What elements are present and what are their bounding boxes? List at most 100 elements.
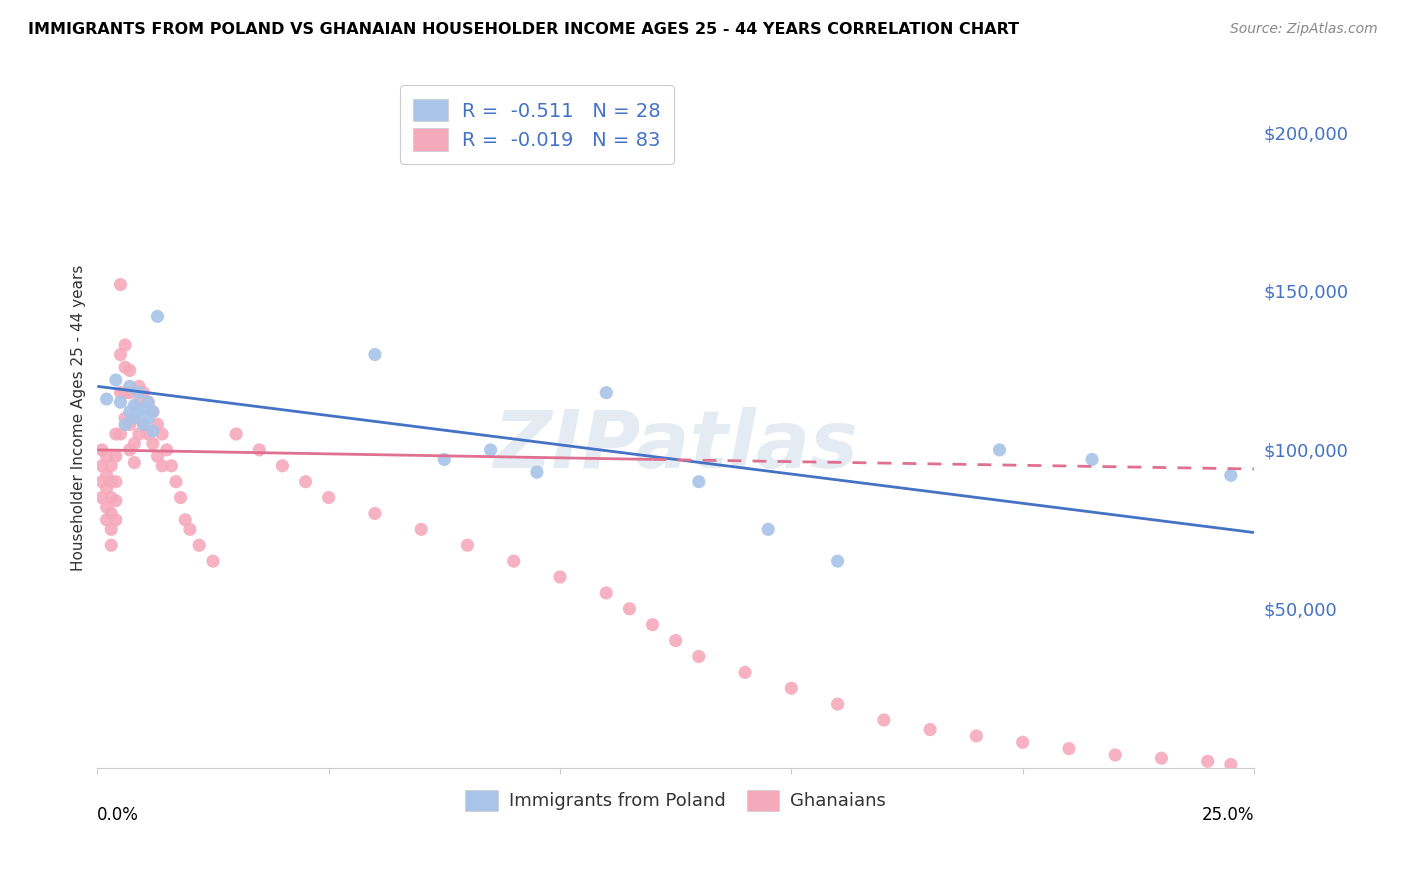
Point [150,458,173,473]
Point [780,681,803,696]
Point [271,458,294,473]
Text: ZIPatlas: ZIPatlas [494,407,858,485]
Point [1197,755,1219,769]
Point [118,405,141,419]
Point [665,633,688,648]
Point [202,554,225,568]
Point [104,449,127,463]
Point [118,417,141,432]
Point [114,411,136,425]
Point [526,465,548,479]
Point [91,442,114,457]
Point [124,411,146,425]
Point [548,570,571,584]
Point [118,442,141,457]
Point [91,475,114,489]
Point [318,491,340,505]
Point [1219,468,1241,483]
Point [160,458,183,473]
Point [146,310,169,324]
Point [225,427,247,442]
Text: 0.0%: 0.0% [97,806,139,824]
Point [118,385,141,400]
Point [124,436,146,450]
Text: 25.0%: 25.0% [1202,806,1254,824]
Point [110,385,132,400]
Point [920,723,942,737]
Point [146,417,169,432]
Point [142,424,165,438]
Point [150,427,173,442]
Point [136,427,159,442]
Point [128,395,150,409]
Point [641,617,664,632]
Legend: Immigrants from Poland, Ghanaians: Immigrants from Poland, Ghanaians [454,779,897,822]
Text: Source: ZipAtlas.com: Source: ZipAtlas.com [1230,22,1378,37]
Point [96,468,118,483]
Point [502,554,524,568]
Point [1219,757,1241,772]
Point [110,427,132,442]
Point [114,417,136,432]
Point [433,452,456,467]
Y-axis label: Householder Income Ages 25 - 44 years: Householder Income Ages 25 - 44 years [72,265,86,571]
Point [136,411,159,425]
Point [100,538,122,552]
Point [827,554,849,568]
Point [734,665,756,680]
Point [595,586,617,600]
Point [100,522,122,536]
Point [114,338,136,352]
Point [128,427,150,442]
Point [104,427,127,442]
Point [132,401,155,416]
Point [128,405,150,419]
Point [169,491,191,505]
Point [156,442,179,457]
Point [146,449,169,463]
Point [132,417,155,432]
Point [96,449,118,463]
Point [595,385,617,400]
Point [619,602,641,616]
Point [118,363,141,377]
Point [91,458,114,473]
Point [124,456,146,470]
Point [294,475,316,489]
Point [132,385,155,400]
Point [118,379,141,393]
Point [132,417,155,432]
Point [965,729,987,743]
Point [456,538,478,552]
Point [96,481,118,495]
Point [1104,747,1126,762]
Point [136,395,159,409]
Point [104,513,127,527]
Point [247,442,270,457]
Point [1011,735,1033,749]
Point [1057,741,1080,756]
Point [988,442,1011,457]
Point [142,436,165,450]
Point [142,405,165,419]
Point [1081,452,1104,467]
Point [110,277,132,292]
Point [91,491,114,505]
Point [142,405,165,419]
Point [100,475,122,489]
Point [114,385,136,400]
Point [96,513,118,527]
Point [1150,751,1173,765]
Point [104,475,127,489]
Point [104,493,127,508]
Point [100,507,122,521]
Point [873,713,896,727]
Point [364,347,387,361]
Point [96,500,118,514]
Point [756,522,779,536]
Point [364,507,387,521]
Point [128,385,150,400]
Point [96,392,118,406]
Point [827,697,849,711]
Point [124,398,146,412]
